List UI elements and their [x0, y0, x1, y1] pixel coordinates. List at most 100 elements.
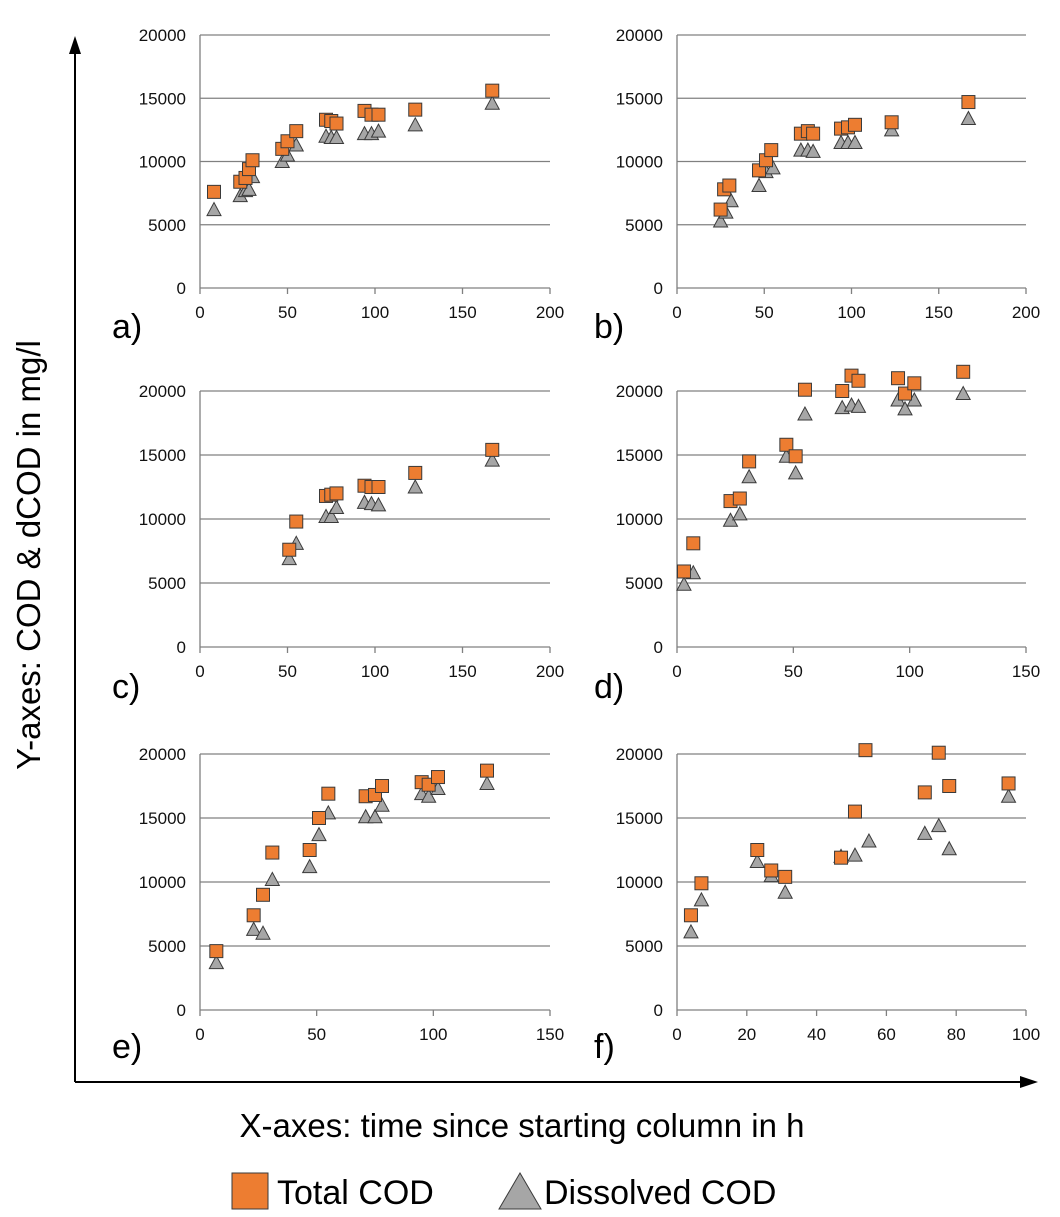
total-cod-point: [961, 95, 976, 110]
x-tick-label: 0: [195, 303, 204, 322]
dissolved-cod-point: [765, 159, 781, 175]
y-tick-label: 15000: [139, 89, 186, 108]
panel-label: e): [112, 1028, 142, 1066]
dissolved-cod-point: [749, 853, 766, 869]
total-cod-point: [207, 184, 221, 199]
total-cod-point: [742, 454, 757, 469]
dissolved-cod-point: [787, 464, 804, 480]
x-tick-label: 200: [536, 662, 564, 681]
total-cod-point: [722, 178, 737, 193]
dissolved-cod-point: [323, 508, 340, 523]
x-tick-label: 150: [536, 1025, 564, 1044]
y-tick-label: 15000: [616, 446, 663, 465]
dissolved-cod-point: [367, 808, 383, 824]
x-tick-label: 0: [195, 662, 204, 681]
dissolved-cod-point: [741, 468, 757, 484]
x-tick-label: 0: [672, 662, 681, 681]
dissolved-cod-point: [281, 550, 298, 566]
dissolved-cod-point: [484, 452, 501, 467]
dissolved-cod-point: [916, 825, 933, 840]
total-cod-point: [245, 153, 260, 168]
panel-d: 0 5000 10000 15000 20000 0 50 100 150 d): [594, 364, 1040, 706]
legend-label-total-cod: Total COD: [277, 1174, 434, 1212]
dissolved-cod-point: [1000, 788, 1017, 803]
x-tick-label: 50: [278, 662, 297, 681]
dissolved-cod-point: [847, 134, 863, 150]
total-cod-point: [480, 763, 494, 778]
panel-label: c): [112, 668, 140, 706]
panel-label: d): [594, 668, 624, 706]
x-tick-label: 100: [361, 303, 389, 322]
x-tick-label: 0: [672, 303, 681, 322]
y-tick-label: 10000: [616, 510, 663, 529]
panel-label: a): [112, 308, 142, 346]
total-cod-point: [408, 465, 423, 480]
y-tick-label: 5000: [148, 574, 186, 593]
dissolved-cod-point: [712, 212, 729, 228]
y-tick-label: 10000: [616, 873, 663, 892]
dissolved-cod-point: [847, 847, 863, 862]
dissolved-cod-point: [693, 891, 710, 907]
y-tick-label: 15000: [139, 446, 186, 465]
panel-e: 0 5000 10000 15000 20000 0 50 100 150 e): [112, 745, 564, 1066]
y-tick-label: 10000: [139, 510, 186, 529]
dissolved-cod-point: [255, 925, 271, 940]
figure-y-axis-arrow: [69, 36, 81, 54]
x-tick-label: 0: [195, 1025, 204, 1044]
total-cod-point: [209, 944, 224, 959]
total-cod-point: [289, 124, 304, 139]
total-cod-point: [750, 843, 765, 857]
panel-label: f): [594, 1028, 615, 1066]
total-cod-point: [302, 843, 317, 857]
x-tick-label: 200: [536, 303, 564, 322]
y-tick-label: 0: [177, 638, 186, 657]
y-tick-label: 0: [654, 1001, 663, 1020]
y-tick-label: 5000: [625, 216, 663, 235]
legend-marker-total-cod: [231, 1172, 269, 1210]
total-cod-point: [917, 785, 932, 800]
x-tick-label: 100: [1012, 1025, 1040, 1044]
total-cod-point: [931, 745, 946, 760]
dissolved-cod-point: [206, 201, 222, 217]
x-tick-label: 50: [307, 1025, 326, 1044]
dissolved-cod-point: [245, 921, 262, 936]
x-tick-label: 80: [947, 1025, 966, 1044]
y-axis-title: Y-axes: COD & dCOD in mg/l: [10, 340, 47, 770]
total-cod-point: [858, 743, 873, 758]
y-tick-label: 15000: [616, 809, 663, 828]
panel-b: 0 5000 10000 15000 20000 0 50 100 150 200 b): [594, 26, 1040, 346]
total-cod-point: [942, 779, 957, 793]
x-tick-label: 100: [419, 1025, 447, 1044]
dissolved-cod-point: [484, 95, 501, 110]
total-cod-point: [778, 869, 793, 884]
dissolved-cod-point: [861, 832, 877, 848]
total-cod-point: [956, 364, 971, 379]
dissolved-cod-point: [407, 478, 424, 494]
y-tick-label: 15000: [616, 89, 663, 108]
x-tick-label: 100: [361, 662, 389, 681]
x-axis-title: X-axes: time since starting column in h: [240, 1107, 805, 1144]
dissolved-cod-point: [897, 400, 913, 416]
dissolved-cod-point: [941, 840, 958, 856]
y-tick-label: 20000: [139, 26, 186, 45]
x-tick-label: 150: [448, 662, 476, 681]
dissolved-cod-point: [850, 398, 867, 413]
dissolved-cod-point: [676, 576, 692, 591]
legend-label-dissolved-cod: Dissolved COD: [544, 1174, 776, 1212]
x-tick-label: 50: [278, 303, 297, 322]
y-tick-label: 20000: [616, 382, 663, 401]
dissolved-cod-point: [328, 129, 345, 144]
x-tick-label: 20: [737, 1025, 756, 1044]
total-cod-point: [371, 107, 386, 122]
legend-marker-dissolved-cod: [498, 1172, 542, 1210]
panel-label: b): [594, 308, 624, 346]
dissolved-cod-point: [374, 797, 390, 812]
total-cod-point: [431, 770, 445, 785]
total-cod-point: [835, 384, 850, 398]
dissolved-cod-point: [777, 884, 794, 899]
y-tick-label: 0: [654, 638, 663, 657]
y-tick-label: 20000: [139, 745, 186, 764]
dissolved-cod-point: [370, 123, 387, 138]
dissolved-cod-point: [479, 775, 495, 790]
x-tick-label: 60: [877, 1025, 896, 1044]
